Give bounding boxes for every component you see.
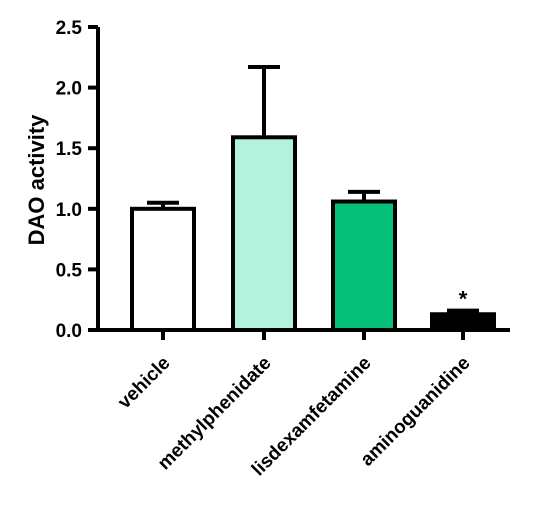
y-tick-label: 1.5: [56, 139, 83, 160]
y-tick-label: 1.0: [56, 200, 82, 221]
x-tick-label-aminoguanidine: aminoguanidine: [357, 353, 475, 471]
bar-vehicle: [130, 206, 196, 332]
error-bars: [147, 64, 479, 315]
y-axis-title: DAO activity: [24, 114, 49, 246]
bar-lisdexamfetamine: [331, 199, 397, 332]
bar-methylphenidate: [231, 135, 297, 332]
bars: [130, 135, 496, 332]
y-tick-label: 2.5: [56, 18, 83, 39]
significance-marker: *: [459, 287, 468, 312]
y-tick-label: 0.5: [56, 260, 83, 281]
x-tick-label-vehicle: vehicle: [114, 353, 174, 413]
y-tick-label: 2.0: [56, 79, 82, 100]
bar-aminoguanidine: [430, 312, 496, 332]
y-tick-label: 0.0: [56, 321, 82, 342]
